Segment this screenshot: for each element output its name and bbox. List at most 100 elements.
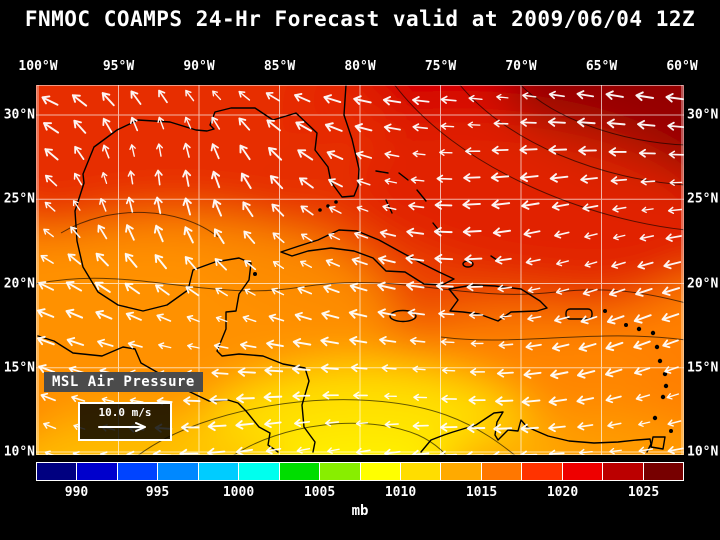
wind-arrow: [520, 423, 539, 434]
wind-arrow: [211, 368, 229, 378]
wind-arrow: [74, 145, 85, 160]
wind-arrow: [184, 116, 192, 129]
wind-arrow: [271, 287, 285, 296]
wind-arrow: [102, 117, 113, 133]
wind-arrow: [71, 394, 86, 403]
wind-reference-value: 10.0 m/s: [98, 406, 152, 419]
wind-arrow: [440, 422, 458, 432]
wind-arrow: [44, 201, 56, 212]
lon-tick-label: 90°W: [183, 59, 215, 74]
wind-arrow: [350, 363, 368, 373]
wind-arrow: [405, 281, 425, 291]
wind-arrow: [130, 90, 142, 105]
wind-arrow: [412, 365, 426, 373]
wind-arrow: [184, 256, 198, 271]
colorbar-tick-label: 1000: [222, 485, 255, 500]
wind-arrow: [606, 118, 626, 129]
wind-arrow: [97, 338, 114, 348]
wind-arrow: [325, 258, 341, 267]
lat-tick-label-right: 20°N: [687, 276, 719, 291]
wind-arrow: [127, 340, 143, 349]
coastlines: [37, 85, 666, 453]
wind-arrow: [612, 205, 627, 213]
wind-arrow: [378, 255, 396, 265]
wind-arrow: [244, 288, 256, 296]
wind-arrow: [66, 337, 85, 347]
wind-arrow: [292, 364, 311, 375]
lon-tick-label: 95°W: [102, 59, 135, 74]
wind-arrow: [463, 173, 481, 183]
wind-arrow: [640, 177, 656, 186]
wind-arrow: [156, 143, 164, 157]
wind-arrow: [65, 280, 83, 292]
wind-arrow: [266, 339, 284, 349]
colorbar-segment: [158, 463, 198, 480]
wind-arrow: [328, 178, 343, 188]
wind-arrow: [322, 391, 339, 400]
wind-arrow: [522, 92, 537, 100]
wind-arrow: [406, 227, 425, 238]
wind-arrow: [438, 309, 455, 319]
wind-arrow: [667, 121, 684, 131]
wind-arrow: [349, 282, 368, 292]
lat-tick-label-right: 15°N: [687, 360, 719, 376]
wind-arrow: [638, 420, 651, 427]
wind-arrow: [321, 310, 340, 320]
wind-arrow: [576, 90, 595, 100]
wind-arrow: [182, 169, 192, 187]
wind-arrow: [40, 392, 56, 402]
lat-tick-label-right: 25°N: [687, 191, 719, 207]
wind-arrow: [38, 281, 55, 291]
wind-arrow: [498, 341, 514, 349]
wind-arrow: [491, 199, 511, 210]
wind-arrow: [554, 315, 570, 324]
wind-arrow: [356, 178, 371, 186]
wind-arrow: [129, 144, 136, 157]
wind-arrow: [666, 393, 680, 400]
wind-arrow: [264, 419, 282, 429]
wind-arrow: [154, 254, 167, 270]
wind-arrow: [130, 116, 139, 132]
wind-arrow: [663, 260, 682, 270]
wind-arrow: [215, 315, 228, 323]
lat-tick-label-left: 15°N: [3, 360, 35, 376]
wind-vector-field: [36, 89, 684, 455]
wind-arrow: [379, 336, 397, 345]
wind-arrow: [496, 93, 509, 101]
wind-arrow: [99, 198, 107, 212]
colorbar-segment: [360, 463, 400, 480]
wind-arrow: [550, 369, 569, 380]
wind-arrow: [410, 176, 425, 184]
wind-arrow: [320, 363, 339, 373]
lon-tick-label: 100°W: [18, 59, 58, 74]
pressure-colorbar: [36, 462, 684, 481]
wind-arrow: [576, 117, 596, 128]
wind-arrow: [520, 118, 537, 127]
wind-arrow: [440, 122, 455, 130]
wind-arrow: [155, 284, 170, 296]
wind-arrow: [384, 150, 400, 159]
wind-arrow: [607, 421, 622, 429]
wind-arrow: [125, 196, 135, 213]
colorbar-segment: [441, 463, 481, 480]
wind-arrow: [576, 369, 596, 379]
wind-arrow: [556, 259, 570, 267]
colorbar-tick-label: 1020: [546, 485, 579, 500]
wind-arrow: [327, 447, 340, 454]
wind-arrow: [181, 422, 200, 433]
wind-arrow: [101, 92, 115, 107]
wind-arrow: [497, 284, 513, 293]
map-frame: [36, 85, 684, 455]
wind-arrow: [434, 253, 454, 264]
wind-arrow: [183, 396, 201, 406]
wind-arrow: [635, 287, 653, 297]
wind-arrow: [297, 149, 314, 161]
wind-arrow: [384, 392, 397, 400]
wind-arrow: [323, 284, 340, 294]
wind-arrow: [412, 96, 430, 106]
lon-tick-label: 80°W: [344, 59, 376, 74]
lat-tick-label-left: 10°N: [3, 444, 35, 460]
wind-arrow: [73, 119, 87, 134]
wind-arrow: [605, 341, 624, 352]
wind-arrow: [413, 393, 428, 401]
